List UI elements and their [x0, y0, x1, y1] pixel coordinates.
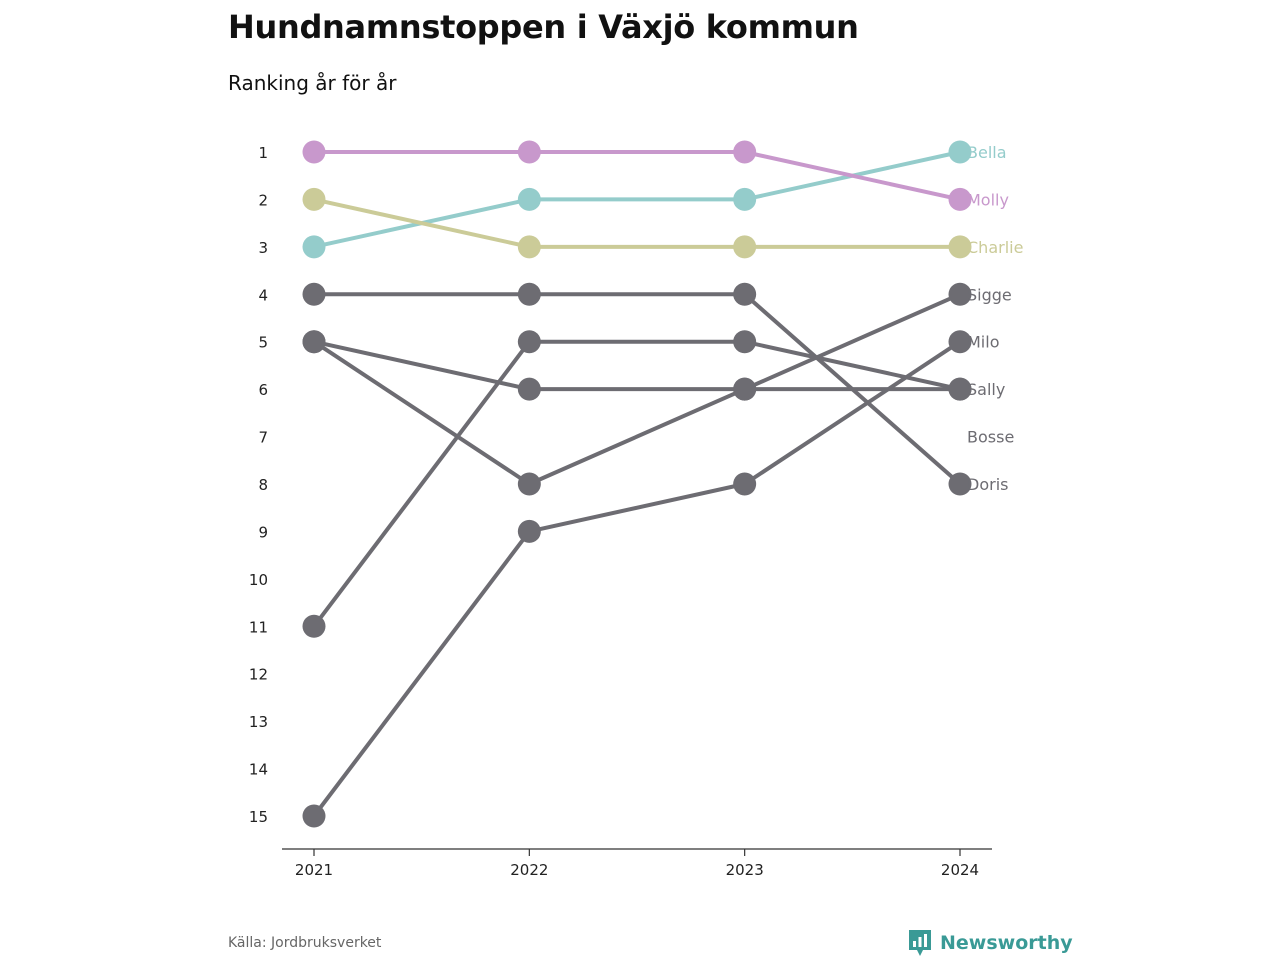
- data-point-sally: [733, 377, 757, 401]
- y-tick-label: 3: [258, 239, 268, 257]
- grey-series-layer: [302, 282, 972, 828]
- data-point-milo: [948, 330, 972, 354]
- y-tick-label: 13: [249, 713, 268, 731]
- data-point-charlie: [948, 235, 972, 259]
- page-subtitle: Ranking år för år: [228, 71, 397, 95]
- data-point-molly: [517, 140, 541, 164]
- brand-name: Newsworthy: [940, 932, 1073, 954]
- end-label-bosse: Bosse: [967, 428, 1014, 447]
- y-tick-label: 7: [258, 429, 268, 447]
- data-point-charlie: [517, 235, 541, 259]
- series-bella: [302, 140, 972, 259]
- page-title: Hundnamnstoppen i Växjö kommun: [228, 8, 859, 46]
- y-tick-label: 4: [258, 286, 268, 304]
- data-point-bella: [302, 235, 326, 259]
- series-line-sally: [312, 339, 962, 392]
- series-line-bella: [312, 150, 962, 249]
- data-point-molly: [948, 187, 972, 211]
- data-point-milo: [302, 804, 326, 828]
- y-tick-label: 11: [249, 618, 268, 636]
- end-label-molly: Molly: [967, 190, 1009, 209]
- y-tick-label: 8: [258, 476, 268, 494]
- series-molly: [302, 140, 972, 211]
- end-label-sigge: Sigge: [967, 285, 1012, 304]
- data-point-charlie: [302, 187, 326, 211]
- y-tick-label: 1: [258, 144, 268, 162]
- x-tick-label: 2024: [941, 861, 979, 879]
- series-doris: [302, 282, 972, 496]
- data-point-sigge: [948, 282, 972, 306]
- y-tick-label: 10: [249, 571, 268, 589]
- x-tick-label: 2021: [295, 861, 333, 879]
- data-point-bella: [733, 187, 757, 211]
- series-line-bosse: [312, 339, 962, 629]
- data-point-doris: [948, 472, 972, 496]
- data-point-bella: [517, 187, 541, 211]
- series-charlie: [302, 187, 972, 259]
- end-label-bella: Bella: [967, 143, 1007, 162]
- data-point-bosse: [517, 330, 541, 354]
- series-line-charlie: [312, 197, 962, 249]
- end-label-milo: Milo: [967, 333, 999, 352]
- y-tick-label: 15: [249, 808, 268, 826]
- series-line-milo: [312, 339, 962, 818]
- data-point-bella: [948, 140, 972, 164]
- data-point-bosse: [302, 614, 326, 638]
- y-tick-label: 14: [249, 761, 268, 779]
- series-line-sigge: [312, 292, 962, 486]
- y-tick-label: 5: [258, 334, 268, 352]
- x-tick-label: 2023: [726, 861, 764, 879]
- series-line-molly: [312, 150, 962, 202]
- series-line-doris: [312, 292, 962, 486]
- series-bosse: [302, 330, 972, 638]
- brand: Newsworthy: [908, 929, 1073, 957]
- x-tick-label: 2022: [510, 861, 548, 879]
- end-label-doris: Doris: [967, 475, 1008, 494]
- source-note: Källa: Jordbruksverket: [228, 935, 382, 951]
- data-point-sigge: [517, 472, 541, 496]
- data-point-doris: [733, 282, 757, 306]
- newsworthy-logo-icon: [909, 930, 931, 956]
- data-point-sally: [302, 330, 326, 354]
- highlight-series-layer: [302, 140, 972, 259]
- data-point-bosse: [948, 377, 972, 401]
- data-point-milo: [517, 519, 541, 543]
- data-point-milo: [733, 472, 757, 496]
- data-point-charlie: [733, 235, 757, 259]
- data-point-doris: [517, 282, 541, 306]
- end-label-charlie: Charlie: [967, 238, 1023, 257]
- end-label-sally: Sally: [967, 380, 1005, 399]
- data-point-molly: [302, 140, 326, 164]
- y-tick-label: 6: [258, 381, 268, 399]
- data-point-sally: [517, 377, 541, 401]
- x-axis-ticks: 2021 2022 2023 2024: [295, 849, 979, 879]
- y-tick-label: 9: [258, 523, 268, 541]
- data-point-bosse: [733, 330, 757, 354]
- series-milo: [302, 330, 972, 828]
- data-point-molly: [733, 140, 757, 164]
- data-point-doris: [302, 282, 326, 306]
- y-tick-label: 12: [249, 666, 268, 684]
- y-tick-label: 2: [258, 191, 268, 209]
- end-label-layer: Bella Molly Charlie Sigge Milo Sally Bosse Dori…: [967, 143, 1023, 494]
